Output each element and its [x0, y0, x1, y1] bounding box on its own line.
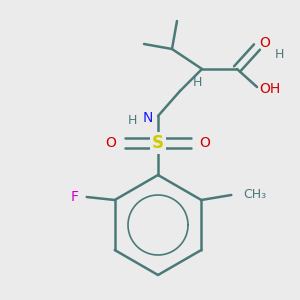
Text: H: H: [127, 113, 137, 127]
Text: CH₃: CH₃: [243, 188, 266, 202]
Text: OH: OH: [259, 82, 280, 96]
Text: O: O: [200, 136, 210, 150]
Text: O: O: [259, 36, 270, 50]
Text: H: H: [275, 47, 284, 61]
Text: H: H: [192, 76, 202, 88]
Text: S: S: [152, 134, 164, 152]
Text: F: F: [71, 190, 79, 204]
Text: O: O: [106, 136, 116, 150]
Text: N: N: [143, 111, 153, 125]
